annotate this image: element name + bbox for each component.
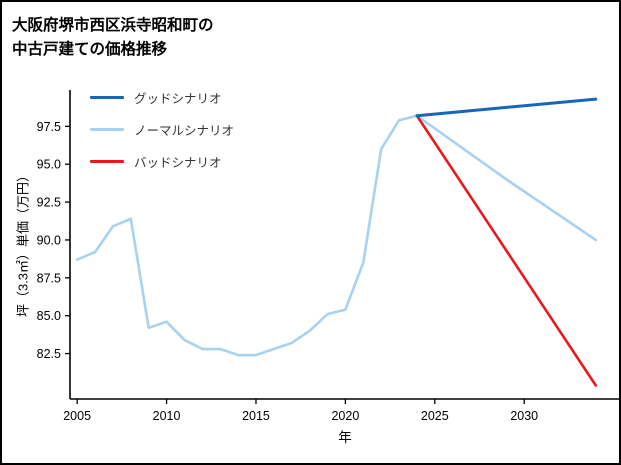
svg-text:2030: 2030 (510, 409, 538, 423)
legend-label-normal-scenario: ノーマルシナリオ (134, 124, 235, 138)
legend: グッドシナリオ ノーマルシナリオ バッドシナリオ (90, 88, 234, 171)
bad-scenario-line-swatch (90, 160, 124, 163)
svg-text:97.5: 97.5 (37, 120, 61, 134)
svg-text:90.0: 90.0 (37, 233, 61, 247)
svg-text:2010: 2010 (153, 409, 181, 423)
svg-text:95.0: 95.0 (37, 158, 61, 172)
svg-text:87.5: 87.5 (37, 271, 61, 285)
legend-label-good-scenario: グッドシナリオ (134, 92, 222, 106)
legend-item-good-scenario: グッドシナリオ (90, 88, 234, 107)
legend-item-normal-scenario: ノーマルシナリオ (90, 120, 234, 139)
good-scenario-line-swatch (90, 96, 124, 99)
svg-text:92.5: 92.5 (37, 196, 61, 210)
y-axis-label: 坪（3.3㎡）単価（万円） (15, 168, 31, 318)
svg-text:82.5: 82.5 (37, 347, 61, 361)
legend-item-bad-scenario: バッドシナリオ (90, 152, 234, 171)
chart-title: 大阪府堺市西区浜寺昭和町の 中古戸建ての価格推移 (12, 14, 214, 62)
svg-text:2020: 2020 (331, 409, 359, 423)
chart-title-line1: 大阪府堺市西区浜寺昭和町の (12, 17, 214, 34)
normal-scenario-line-swatch (90, 128, 124, 131)
chart-title-line2: 中古戸建ての価格推移 (12, 41, 168, 59)
svg-text:2015: 2015 (242, 409, 270, 423)
legend-label-bad-scenario: バッドシナリオ (134, 156, 222, 170)
x-axis-label: 年 (338, 430, 352, 445)
svg-text:85.0: 85.0 (37, 309, 61, 323)
svg-text:2025: 2025 (421, 409, 449, 423)
svg-text:2005: 2005 (63, 409, 91, 423)
